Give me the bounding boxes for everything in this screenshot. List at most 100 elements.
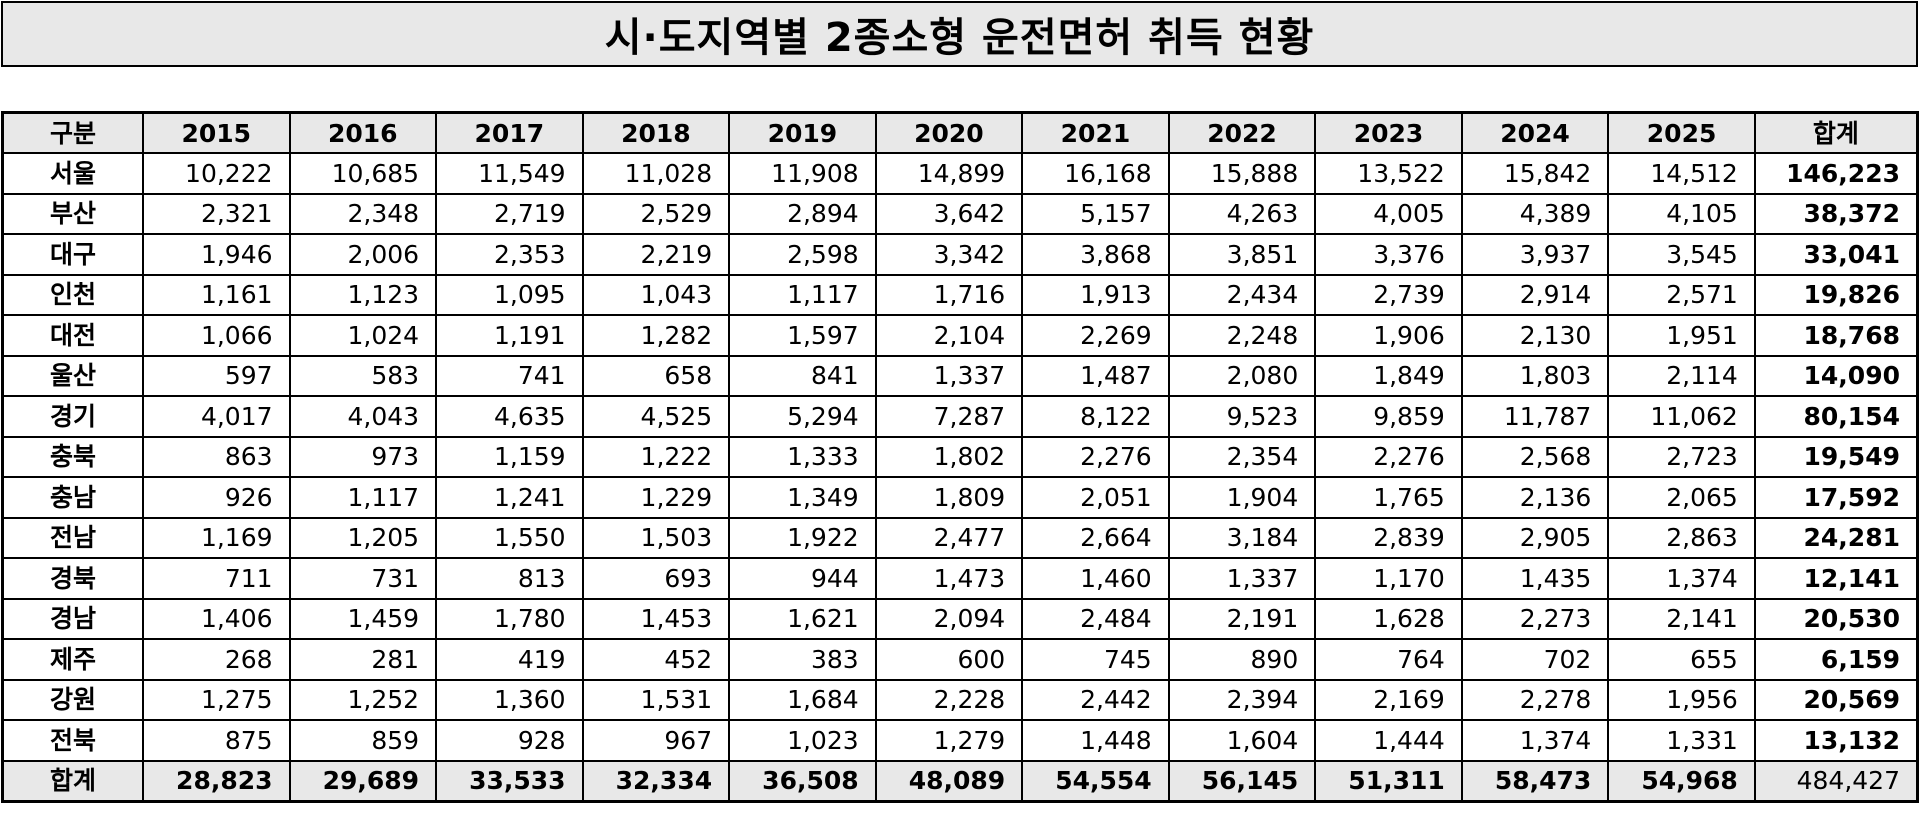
table-cell: 4,105: [1607, 192, 1756, 235]
table-cell: 1,023: [728, 719, 877, 762]
table-cell: 1,460: [1021, 557, 1170, 600]
table-cell: 2,273: [1460, 597, 1610, 640]
table-cell: 2,114: [1607, 354, 1756, 397]
row-label-region: 충북: [1, 435, 144, 478]
table-row: 울산 597 583 741 658 841 1,337 1,487 2,080 1,849 1,8…: [1, 354, 1919, 397]
table-cell: 1,765: [1314, 476, 1463, 519]
footer-total-cell: 36,508: [728, 759, 877, 802]
table-cell: 741: [435, 354, 584, 397]
table-cell: 4,389: [1460, 192, 1610, 235]
table-cell: 1,282: [581, 314, 731, 357]
table-cell: 2,598: [728, 233, 877, 276]
table-cell: 1,279: [874, 719, 1024, 762]
row-label-region: 경기: [1, 395, 144, 438]
table-cell: 1,503: [581, 516, 731, 559]
table-cell: 875: [142, 719, 291, 762]
footer-total-cell: 56,145: [1167, 759, 1317, 802]
table-cell: 1,374: [1607, 557, 1756, 600]
table-row: 경남 1,406 1,459 1,780 1,453 1,621 2,094 2,484 2,1…: [1, 597, 1919, 640]
table-cell: 1,095: [435, 273, 584, 316]
column-header-year: 2024: [1460, 111, 1610, 154]
table-row: 인천 1,161 1,123 1,095 1,043 1,117 1,716 1,913 2,4…: [1, 273, 1919, 316]
table-row: 부산 2,321 2,348 2,719 2,529 2,894 3,642 5,157 4,2…: [1, 192, 1919, 235]
table-row: 제주 268 281 419 452 383 600 745 890 764 702 655 6,159: [1, 638, 1919, 681]
table-cell: 973: [288, 435, 438, 478]
table-row: 경기 4,017 4,043 4,635 4,525 5,294 7,287 8,122 9,5…: [1, 395, 1919, 438]
table-cell: 745: [1021, 638, 1170, 681]
table-cell: 1,222: [581, 435, 731, 478]
table-cell: 8,122: [1021, 395, 1170, 438]
table-row: 전북 875 859 928 967 1,023 1,279 1,448 1,604 1,444 1…: [1, 719, 1919, 762]
table-cell: 1,802: [874, 435, 1024, 478]
table-cell: 2,269: [1021, 314, 1170, 357]
table-cell: 944: [728, 557, 877, 600]
column-header-year: 2018: [581, 111, 731, 154]
row-total-cell: 18,768: [1753, 314, 1919, 357]
table-cell: 2,894: [728, 192, 877, 235]
table-row: 전남 1,169 1,205 1,550 1,503 1,922 2,477 2,664 3,1…: [1, 516, 1919, 559]
table-cell: 1,170: [1314, 557, 1463, 600]
table-cell: 583: [288, 354, 438, 397]
table-cell: 5,157: [1021, 192, 1170, 235]
grand-total-cell: 484,427: [1753, 759, 1919, 802]
table-cell: 600: [874, 638, 1024, 681]
table-cell: 655: [1607, 638, 1756, 681]
row-label-region: 제주: [1, 638, 144, 681]
table-cell: 7,287: [874, 395, 1024, 438]
table-row: 경북 711 731 813 693 944 1,473 1,460 1,337 1,170 1,4…: [1, 557, 1919, 600]
row-total-cell: 20,569: [1753, 678, 1919, 721]
table-cell: 1,229: [581, 476, 731, 519]
table-cell: 2,169: [1314, 678, 1463, 721]
table-cell: 2,905: [1460, 516, 1610, 559]
table-cell: 3,376: [1314, 233, 1463, 276]
table-cell: 1,459: [288, 597, 438, 640]
row-label-region: 인천: [1, 273, 144, 316]
table-cell: 2,191: [1167, 597, 1317, 640]
table-cell: 1,849: [1314, 354, 1463, 397]
table-cell: 2,739: [1314, 273, 1463, 316]
table-cell: 1,531: [581, 678, 731, 721]
table-cell: 702: [1460, 638, 1610, 681]
table-cell: 2,104: [874, 314, 1024, 357]
table-cell: 2,276: [1021, 435, 1170, 478]
table-cell: 1,716: [874, 273, 1024, 316]
table-cell: 3,545: [1607, 233, 1756, 276]
footer-total-cell: 29,689: [288, 759, 438, 802]
table-cell: 1,444: [1314, 719, 1463, 762]
table-row: 충북 863 973 1,159 1,222 1,333 1,802 2,276 2,354 2,…: [1, 435, 1919, 478]
table-cell: 1,066: [142, 314, 291, 357]
row-total-cell: 19,549: [1753, 435, 1919, 478]
row-total-cell: 14,090: [1753, 354, 1919, 397]
table-cell: 1,275: [142, 678, 291, 721]
table-cell: 1,123: [288, 273, 438, 316]
table-cell: 1,684: [728, 678, 877, 721]
table-cell: 1,597: [728, 314, 877, 357]
table-cell: 1,205: [288, 516, 438, 559]
table-cell: 11,062: [1607, 395, 1756, 438]
table-cell: 15,888: [1167, 152, 1317, 195]
table-cell: 2,065: [1607, 476, 1756, 519]
column-header-year: 2019: [728, 111, 877, 154]
table-cell: 1,191: [435, 314, 584, 357]
table-cell: 2,130: [1460, 314, 1610, 357]
footer-total-cell: 54,968: [1607, 759, 1756, 802]
table-cell: 1,337: [1167, 557, 1317, 600]
row-total-cell: 80,154: [1753, 395, 1919, 438]
row-total-cell: 38,372: [1753, 192, 1919, 235]
table-cell: 597: [142, 354, 291, 397]
table-row: 충남 926 1,117 1,241 1,229 1,349 1,809 2,051 1,904…: [1, 476, 1919, 519]
table-cell: 1,159: [435, 435, 584, 478]
table-cell: 1,448: [1021, 719, 1170, 762]
table-cell: 2,094: [874, 597, 1024, 640]
table-cell: 4,525: [581, 395, 731, 438]
table-cell: 11,787: [1460, 395, 1610, 438]
table-cell: 1,604: [1167, 719, 1317, 762]
row-label-region: 전남: [1, 516, 144, 559]
table-cell: 813: [435, 557, 584, 600]
footer-total-cell: 28,823: [142, 759, 291, 802]
table-cell: 2,442: [1021, 678, 1170, 721]
row-label-region: 서울: [1, 152, 144, 195]
table-cell: 1,337: [874, 354, 1024, 397]
table-cell: 1,024: [288, 314, 438, 357]
row-label-region: 대구: [1, 233, 144, 276]
